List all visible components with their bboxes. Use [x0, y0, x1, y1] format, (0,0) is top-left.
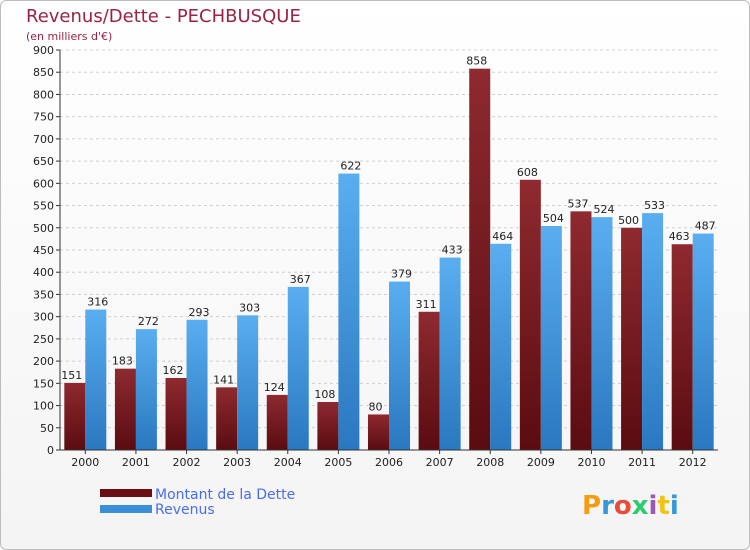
bar-debt	[570, 211, 592, 450]
y-tick-label: 900	[33, 44, 54, 57]
y-tick-label: 550	[33, 200, 54, 213]
bar-debt	[469, 68, 491, 451]
data-label-debt: 463	[669, 230, 690, 243]
x-tick-label: 2003	[223, 456, 251, 469]
bar-debt	[671, 244, 693, 450]
data-label-revenus: 303	[239, 301, 260, 314]
y-tick-label: 700	[33, 133, 54, 146]
y-tick-label: 100	[33, 400, 54, 413]
bar-revenus	[490, 243, 512, 450]
legend-swatch-debt	[100, 489, 152, 497]
y-tick-label: 150	[33, 377, 54, 390]
data-label-debt: 858	[466, 55, 487, 68]
bar-debt	[165, 378, 187, 450]
data-label-revenus: 272	[138, 315, 159, 328]
data-label-revenus: 464	[492, 230, 513, 243]
data-label-debt: 311	[416, 298, 437, 311]
bar-debt	[266, 394, 288, 450]
data-label-debt: 183	[112, 355, 133, 368]
bar-debt	[64, 382, 86, 450]
bar-debt	[621, 227, 643, 450]
y-tick-label: 400	[33, 266, 54, 279]
bar-revenus	[591, 217, 613, 450]
data-label-revenus: 622	[340, 160, 361, 173]
legend-label-debt: Montant de la Dette	[155, 487, 295, 503]
x-tick-label: 2004	[274, 456, 302, 469]
data-label-debt: 500	[618, 214, 639, 227]
x-tick-label: 2012	[679, 456, 707, 469]
x-tick-label: 2001	[122, 456, 150, 469]
x-tick-label: 2005	[324, 456, 352, 469]
proxiti-logo: Proxiti	[582, 491, 679, 521]
bar-debt	[216, 387, 238, 450]
data-label-debt: 80	[369, 400, 383, 413]
data-label-debt: 141	[213, 373, 234, 386]
data-label-debt: 162	[163, 364, 184, 377]
chart-title: Revenus/Dette - PECHBUSQUE	[26, 6, 301, 27]
bar-revenus	[135, 329, 157, 450]
bar-revenus	[237, 315, 259, 450]
y-tick-label: 800	[33, 88, 54, 101]
bar-revenus	[642, 213, 664, 450]
data-label-revenus: 379	[391, 268, 412, 281]
data-label-revenus: 524	[593, 203, 614, 216]
bar-revenus	[186, 319, 208, 450]
bar-revenus	[389, 281, 410, 450]
y-tick-label: 300	[33, 311, 54, 324]
x-tick-label: 2008	[476, 456, 504, 469]
bar-revenus	[85, 309, 107, 450]
y-tick-label: 350	[33, 288, 54, 301]
bar-revenus	[692, 233, 714, 450]
y-tick-label: 600	[33, 177, 54, 190]
y-tick-label: 450	[33, 244, 54, 257]
y-tick-label: 200	[33, 355, 54, 368]
x-tick-label: 2010	[577, 456, 605, 469]
y-tick-label: 500	[33, 222, 54, 235]
bar-debt	[368, 414, 389, 450]
x-tick-label: 2000	[71, 456, 99, 469]
data-label-revenus: 533	[644, 199, 665, 212]
legend-swatch-revenus	[100, 505, 152, 513]
bar-debt	[317, 402, 339, 450]
data-label-debt: 151	[61, 369, 82, 382]
data-label-revenus: 487	[695, 220, 716, 233]
bar-revenus	[338, 173, 360, 451]
y-tick-label: 650	[33, 155, 54, 168]
y-tick-label: 50	[40, 422, 54, 435]
data-label-debt: 537	[567, 197, 588, 210]
data-label-revenus: 316	[87, 296, 108, 309]
logo-text: Proxiti	[582, 491, 679, 521]
bar-revenus	[540, 226, 562, 450]
y-tick-label: 0	[47, 444, 54, 457]
data-label-revenus: 367	[290, 273, 311, 286]
x-tick-label: 2007	[426, 456, 454, 469]
y-tick-label: 750	[33, 111, 54, 124]
x-tick-label: 2002	[173, 456, 201, 469]
x-tick-label: 2009	[527, 456, 555, 469]
data-label-debt: 108	[314, 388, 335, 401]
data-label-debt: 124	[264, 381, 285, 394]
bar-debt	[418, 311, 440, 450]
bar-debt	[519, 179, 541, 450]
bar-revenus	[287, 286, 309, 450]
legend-label-revenus: Revenus	[155, 502, 215, 518]
data-label-revenus: 293	[189, 306, 210, 319]
x-tick-label: 2011	[628, 456, 656, 469]
data-label-debt: 608	[517, 166, 538, 179]
chart-subtitle: (en milliers d'€)	[26, 30, 112, 43]
data-label-revenus: 504	[543, 212, 564, 225]
x-tick-label: 2006	[375, 456, 403, 469]
y-tick-label: 850	[33, 66, 54, 79]
data-label-revenus: 433	[442, 244, 463, 257]
y-tick-label: 250	[33, 333, 54, 346]
bar-revenus	[439, 257, 461, 450]
bar-debt	[114, 368, 136, 450]
